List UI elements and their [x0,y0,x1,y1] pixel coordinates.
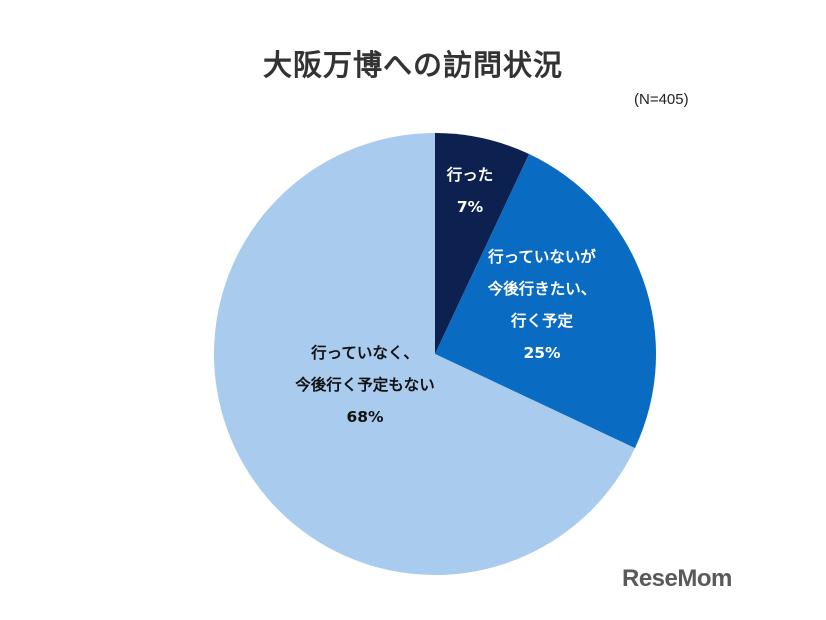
slice-2-label-line: 行く予定 [510,311,574,330]
slice-2-label-line: 今後行きたい、 [488,279,597,298]
slice-1-label-line: 行った [446,165,494,184]
slice-2-label-line: 行っていないが [487,247,596,266]
pie-slices [214,133,656,575]
chart-title: 大阪万博への訪問状況 [262,48,563,82]
pie-slice-1 [435,133,530,354]
pie-slice-2 [435,154,656,449]
pie-slice-3 [214,133,635,575]
slice-1-percent: 7% [457,198,484,216]
slice-3-percent: 68% [346,408,384,426]
resemom-logo: ReseMom [622,565,732,592]
slice-2-percent: 25% [523,344,561,362]
slice-3-label-line: 今後行く予定もない [295,375,435,394]
sample-size-note: (N=405) [634,91,689,108]
slice-3-label-line: 行っていなく、 [310,343,419,362]
